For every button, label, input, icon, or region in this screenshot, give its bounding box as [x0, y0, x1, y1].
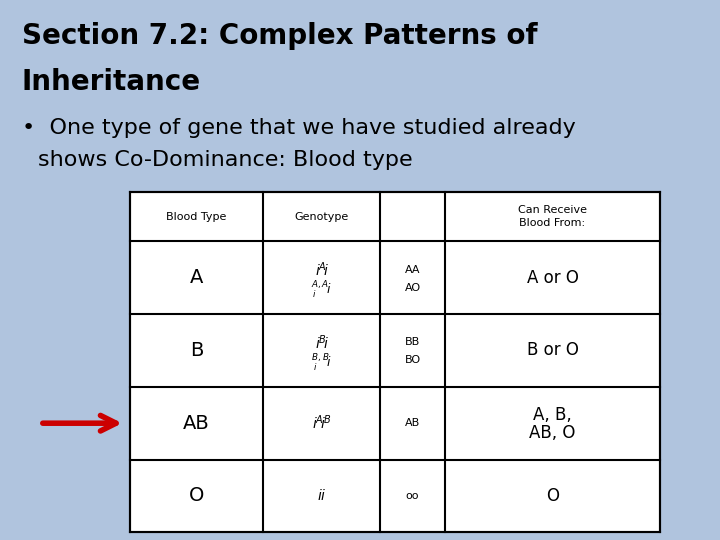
- Bar: [130, 192, 660, 532]
- Text: O: O: [189, 487, 204, 505]
- Text: AA: AA: [405, 265, 420, 275]
- Text: $\mathit{i}^{\!B}\!\mathit{i}$: $\mathit{i}^{\!B}\!\mathit{i}$: [315, 333, 328, 352]
- Text: O: O: [546, 487, 559, 505]
- Text: Genotype: Genotype: [294, 212, 348, 221]
- Text: $\mathit{{}_{i}^{\!A,A}}\!\mathit{i}$: $\mathit{{}_{i}^{\!A,A}}\!\mathit{i}$: [311, 279, 332, 300]
- Text: Section 7.2: Complex Patterns of: Section 7.2: Complex Patterns of: [22, 22, 538, 50]
- Text: B: B: [190, 341, 203, 360]
- Text: •  One type of gene that we have studied already: • One type of gene that we have studied …: [22, 118, 576, 138]
- Text: AO: AO: [405, 282, 420, 293]
- Text: oo: oo: [406, 491, 419, 501]
- Text: B or O: B or O: [526, 341, 578, 360]
- Text: $\mathit{{}_{i}^{\!B,B}}\!\mathit{i}$: $\mathit{{}_{i}^{\!B,B}}\!\mathit{i}$: [312, 352, 331, 373]
- Text: A: A: [190, 268, 203, 287]
- Text: Can Receive
Blood From:: Can Receive Blood From:: [518, 205, 587, 228]
- Text: A, B,: A, B,: [533, 406, 572, 424]
- Text: BO: BO: [405, 355, 420, 366]
- Text: AB: AB: [405, 418, 420, 428]
- Text: Blood Type: Blood Type: [166, 212, 227, 221]
- Text: Inheritance: Inheritance: [22, 68, 201, 96]
- Text: $\mathit{i}^{\!A}\!\mathit{i}^{\!B}$: $\mathit{i}^{\!A}\!\mathit{i}^{\!B}$: [312, 414, 331, 433]
- Text: $\mathit{ii}$: $\mathit{ii}$: [317, 489, 326, 503]
- Text: $\mathit{i}^{\!A}\!\mathit{i}$: $\mathit{i}^{\!A}\!\mathit{i}$: [315, 260, 328, 279]
- Text: shows Co-Dominance: Blood type: shows Co-Dominance: Blood type: [38, 150, 413, 170]
- Text: AB: AB: [183, 414, 210, 433]
- Text: AB, O: AB, O: [529, 424, 576, 442]
- Text: A or O: A or O: [526, 269, 578, 287]
- Text: BB: BB: [405, 338, 420, 347]
